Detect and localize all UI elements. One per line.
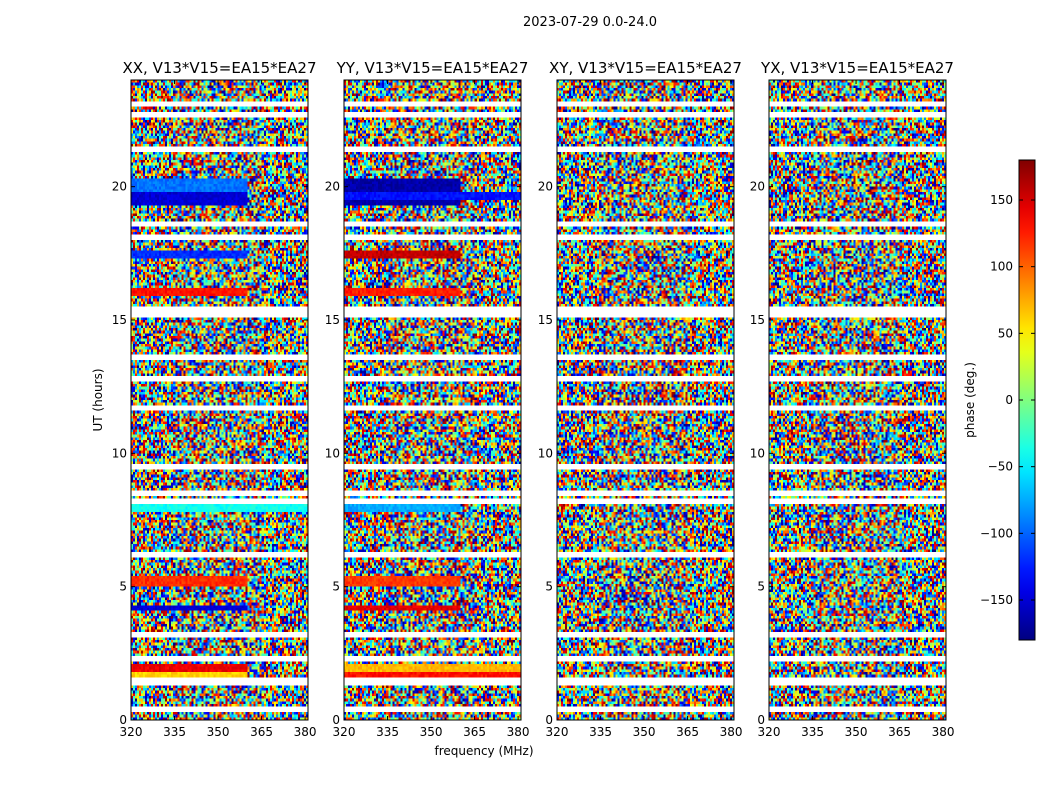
panel-2: YY, V13*V15=EA15*EA27 320 335 350 365 380 0 5 10… xyxy=(325,59,530,739)
heatmap-raster xyxy=(557,80,734,720)
y-tick-label: 0 xyxy=(545,713,553,727)
heatmap-raster xyxy=(344,80,521,720)
y-tick-label: 0 xyxy=(757,713,765,727)
panel-3: XY, V13*V15=EA15*EA27 320 335 350 365 380 0 5 10… xyxy=(538,59,743,739)
y-tick-label: 20 xyxy=(325,180,340,194)
x-axis-label: frequency (MHz) xyxy=(434,744,533,758)
y-tick-label: 10 xyxy=(325,446,340,460)
panel-title: YY, V13*V15=EA15*EA27 xyxy=(336,59,529,77)
y-tick-label: 15 xyxy=(112,313,127,327)
panels: XX, V13*V15=EA15*EA27 320 335 350 365 380 0 5 10… xyxy=(112,59,955,739)
x-tick-label: 380 xyxy=(720,725,743,739)
y-tick-label: 20 xyxy=(112,180,127,194)
panel-frame xyxy=(130,79,309,721)
x-tick-label: 380 xyxy=(294,725,317,739)
panel-title: YX, V13*V15=EA15*EA27 xyxy=(760,59,954,77)
y-tick-label: 15 xyxy=(538,313,553,327)
y-tick-label: 5 xyxy=(119,580,127,594)
x-tick-label: 335 xyxy=(801,725,824,739)
colorbar-tick-label: 100 xyxy=(990,260,1013,274)
x-tick-label: 320 xyxy=(333,725,356,739)
x-tick-label: 365 xyxy=(676,725,699,739)
figure-suptitle: 2023-07-29 0.0-24.0 xyxy=(523,15,657,30)
heatmap-raster xyxy=(769,80,946,720)
x-tick-label: 320 xyxy=(120,725,143,739)
y-tick-label: 0 xyxy=(332,713,340,727)
x-tick-label: 350 xyxy=(420,725,443,739)
y-tick-label: 15 xyxy=(750,313,765,327)
colorbar-tick-label: 50 xyxy=(998,326,1013,340)
x-tick-label: 380 xyxy=(507,725,530,739)
x-tick-label: 365 xyxy=(888,725,911,739)
panel-1: XX, V13*V15=EA15*EA27 320 335 350 365 380 0 5 10… xyxy=(112,59,317,739)
y-tick-label: 10 xyxy=(538,446,553,460)
heatmap-raster xyxy=(131,80,308,720)
y-tick-label: 5 xyxy=(757,580,765,594)
x-tick-label: 350 xyxy=(633,725,656,739)
x-tick-label: 320 xyxy=(758,725,781,739)
y-tick-label: 10 xyxy=(112,446,127,460)
x-tick-label: 335 xyxy=(163,725,186,739)
y-axis-label: UT (hours) xyxy=(91,368,105,431)
panel-frame xyxy=(768,79,947,721)
x-tick-label: 365 xyxy=(250,725,273,739)
panel-frame xyxy=(343,79,522,721)
panel-frame xyxy=(556,79,735,721)
x-tick-label: 350 xyxy=(207,725,230,739)
colorbar-label: phase (deg.) xyxy=(963,362,977,438)
x-tick-label: 320 xyxy=(546,725,569,739)
y-tick-label: 0 xyxy=(119,713,127,727)
colorbar-tick-label: −50 xyxy=(988,460,1013,474)
y-tick-label: 15 xyxy=(325,313,340,327)
y-tick-label: 10 xyxy=(750,446,765,460)
y-tick-label: 20 xyxy=(538,180,553,194)
y-tick-label: 5 xyxy=(545,580,553,594)
colorbar-tick-label: 150 xyxy=(990,193,1013,207)
panel-title: XX, V13*V15=EA15*EA27 xyxy=(122,59,316,77)
x-tick-label: 365 xyxy=(463,725,486,739)
panel-title: XY, V13*V15=EA15*EA27 xyxy=(549,59,742,77)
x-tick-label: 335 xyxy=(589,725,612,739)
x-tick-label: 380 xyxy=(932,725,955,739)
y-tick-label: 5 xyxy=(332,580,340,594)
x-tick-label: 335 xyxy=(376,725,399,739)
x-tick-label: 350 xyxy=(845,725,868,739)
colorbar-tick-label: 0 xyxy=(1005,393,1013,407)
panel-4: YX, V13*V15=EA15*EA27 320 335 350 365 380 0 5 10… xyxy=(750,59,955,739)
colorbar-tick-label: −150 xyxy=(980,593,1013,607)
y-tick-label: 20 xyxy=(750,180,765,194)
colorbar: −150 −100 −50 0 50 100 150 xyxy=(980,159,1036,641)
colorbar-tick-label: −100 xyxy=(980,526,1013,540)
